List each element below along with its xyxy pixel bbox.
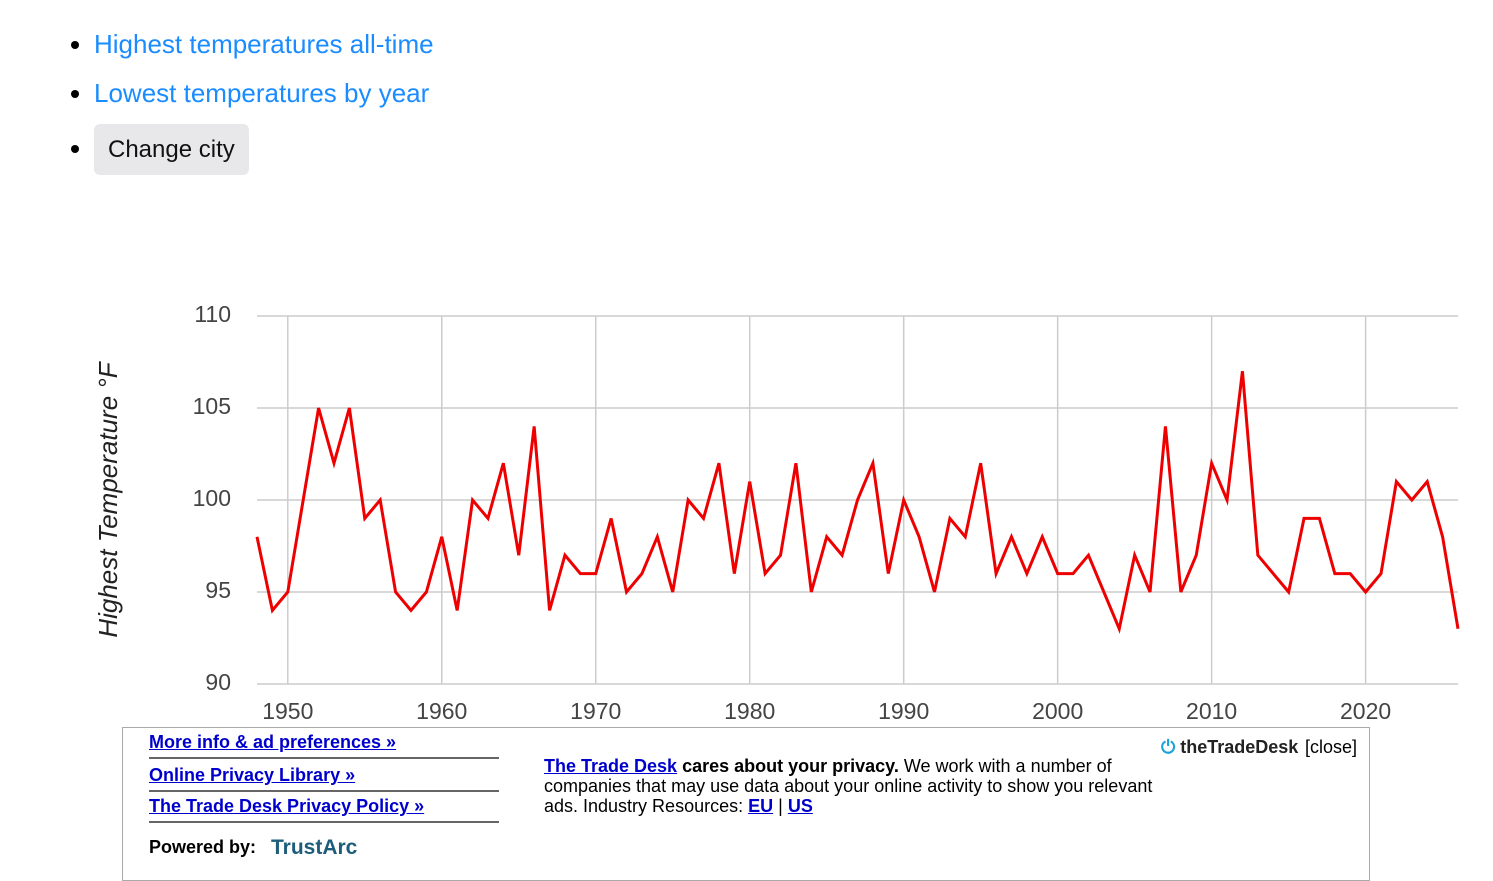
link[interactable]: Lowest temperatures by year: [94, 78, 430, 108]
ad-link[interactable]: Online Privacy Library »: [149, 765, 356, 785]
y-tick-label: 100: [193, 485, 231, 511]
headline: cares about your privacy.: [682, 756, 899, 776]
trustarc-logo: TrustArc: [271, 836, 358, 859]
x-tick-label: 1960: [416, 698, 467, 724]
brand: ⏻ theTradeDesk: [1161, 737, 1299, 757]
ad-link[interactable]: The Trade Desk Privacy Policy »: [149, 796, 425, 816]
link-list: Highest temperatures all-time Lowest tem…: [54, 22, 434, 175]
list-item: Change city: [94, 124, 434, 175]
x-tick-label: 1990: [878, 698, 929, 724]
x-tick-label: 1980: [724, 698, 775, 724]
us-link[interactable]: US: [787, 796, 813, 816]
data-line: [255, 371, 1460, 634]
powered-by: Powered by:: [149, 837, 257, 857]
x-tick-label: 2010: [1186, 698, 1237, 724]
change-city-button[interactable]: Change city: [94, 124, 249, 175]
brand-name: theTradeDesk: [1180, 737, 1299, 757]
list-item: Highest temperatures all-time: [94, 22, 434, 71]
ad-link[interactable]: More info & ad preferences »: [149, 732, 397, 752]
link[interactable]: Highest temperatures all-time: [94, 29, 434, 59]
x-tick-label: 2020: [1340, 698, 1391, 724]
body: We work with a number of companies that …: [544, 756, 1153, 816]
chart: Highest Temperature °F 90 95 100 105 110 1950…: [93, 301, 1460, 724]
sep: |: [778, 796, 783, 816]
x-tick-label: 2000: [1032, 698, 1083, 724]
y-tick-label: 110: [194, 301, 231, 327]
y-tick-label: 105: [193, 393, 231, 419]
close[interactable]: [close]: [1305, 737, 1358, 757]
y-axis-label: Highest Temperature °F: [93, 360, 123, 637]
eu-link[interactable]: EU: [748, 796, 774, 816]
ad-text: The Trade Desk cares about your privacy.…: [544, 756, 1154, 816]
x-tick-label: 1950: [262, 698, 313, 724]
y-tick-label: 95: [205, 577, 231, 603]
x-tick-label: 1970: [570, 698, 621, 724]
ad-privacy-panel: More info & ad preferences » Online Priv…: [122, 727, 1370, 881]
company-link[interactable]: The Trade Desk: [544, 756, 678, 776]
y-tick-label: 90: [205, 669, 231, 695]
list-item: Lowest temperatures by year: [94, 71, 434, 120]
